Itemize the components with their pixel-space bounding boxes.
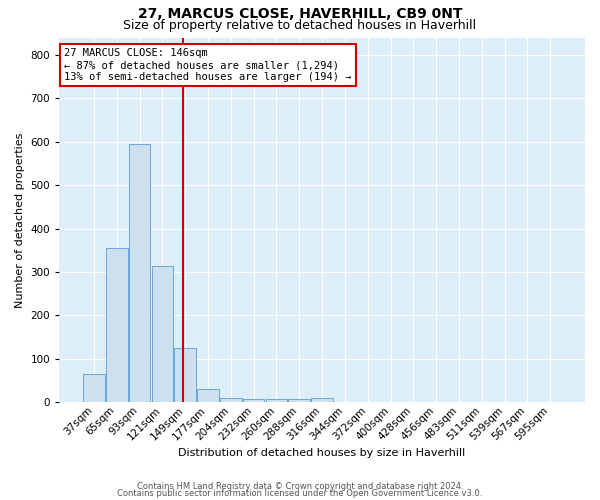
Bar xyxy=(106,248,128,402)
Bar xyxy=(197,390,219,402)
Text: Contains public sector information licensed under the Open Government Licence v3: Contains public sector information licen… xyxy=(118,488,482,498)
Bar xyxy=(152,266,173,402)
Bar xyxy=(175,348,196,403)
Bar xyxy=(289,399,310,402)
Bar xyxy=(266,399,287,402)
Text: Contains HM Land Registry data © Crown copyright and database right 2024.: Contains HM Land Registry data © Crown c… xyxy=(137,482,463,491)
X-axis label: Distribution of detached houses by size in Haverhill: Distribution of detached houses by size … xyxy=(178,448,466,458)
Text: 27 MARCUS CLOSE: 146sqm
← 87% of detached houses are smaller (1,294)
13% of semi: 27 MARCUS CLOSE: 146sqm ← 87% of detache… xyxy=(64,48,352,82)
Bar xyxy=(243,399,265,402)
Bar xyxy=(129,144,151,403)
Bar xyxy=(311,398,333,402)
Bar xyxy=(220,398,242,402)
Bar xyxy=(83,374,105,402)
Y-axis label: Number of detached properties: Number of detached properties xyxy=(15,132,25,308)
Text: Size of property relative to detached houses in Haverhill: Size of property relative to detached ho… xyxy=(124,18,476,32)
Text: 27, MARCUS CLOSE, HAVERHILL, CB9 0NT: 27, MARCUS CLOSE, HAVERHILL, CB9 0NT xyxy=(138,8,462,22)
